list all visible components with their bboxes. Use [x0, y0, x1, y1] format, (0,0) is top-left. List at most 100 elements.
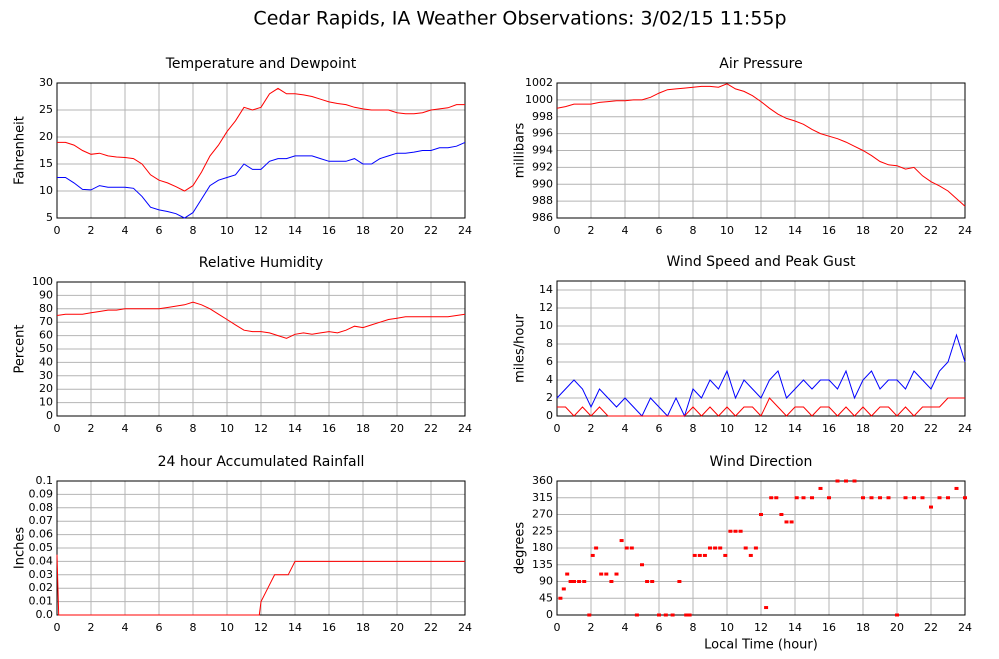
- data-point: [692, 553, 697, 557]
- y-tick-label: 0.08: [29, 501, 54, 514]
- y-tick-label: 0.05: [29, 541, 54, 554]
- data-line: [57, 87, 465, 192]
- data-point: [878, 496, 882, 500]
- x-tick-label: 16: [822, 621, 836, 634]
- data-point: [713, 546, 718, 550]
- y-tick-label: 0.03: [29, 568, 54, 581]
- y-tick-label: 25: [39, 103, 53, 116]
- y-tick-label: 996: [532, 127, 553, 140]
- data-point: [599, 572, 604, 576]
- y-tick-label: 15: [39, 157, 53, 170]
- data-line: [556, 83, 966, 207]
- x-tick-label: 12: [754, 422, 768, 435]
- panel-title: Temperature and Dewpoint: [165, 56, 357, 72]
- y-axis-label: Percent: [13, 325, 28, 374]
- y-tick-label: 0.0: [36, 608, 54, 621]
- plot-frame: [56, 281, 466, 417]
- x-tick-label: 6: [656, 621, 663, 634]
- x-tick-label: 10: [220, 621, 234, 634]
- data-point: [697, 553, 702, 557]
- y-tick-label: 80: [39, 302, 53, 315]
- data-point: [619, 539, 624, 543]
- x-tick-label: 0: [554, 224, 561, 237]
- data-point: [565, 572, 570, 576]
- page-title: Cedar Rapids, IA Weather Observations: 3…: [253, 8, 786, 30]
- y-tick-label: 1002: [525, 76, 553, 89]
- data-point: [937, 496, 942, 500]
- x-tick-label: 20: [390, 224, 404, 237]
- data-point: [624, 546, 629, 550]
- y-tick-label: 0: [546, 608, 553, 621]
- x-tick-label: 6: [156, 422, 163, 435]
- x-tick-label: 20: [390, 422, 404, 435]
- data-point: [645, 580, 650, 583]
- x-tick-label: 4: [622, 224, 629, 237]
- y-tick-label: 0: [46, 409, 53, 422]
- data-point: [827, 496, 831, 500]
- x-tick-label: 16: [322, 422, 336, 435]
- panel-title: Wind Direction: [710, 454, 813, 470]
- x-tick-label: 0: [54, 224, 61, 237]
- x-tick-label: 6: [656, 422, 663, 435]
- data-point: [614, 572, 619, 576]
- data-point: [702, 553, 707, 557]
- data-point: [687, 613, 692, 617]
- y-tick-label: 10: [39, 184, 53, 197]
- data-point: [604, 572, 609, 576]
- data-point: [789, 520, 794, 524]
- y-tick-label: 5: [46, 211, 53, 224]
- x-tick-label: 24: [958, 621, 972, 634]
- y-tick-label: 360: [532, 474, 553, 487]
- x-tick-label: 6: [156, 621, 163, 634]
- x-tick-label: 20: [890, 224, 904, 237]
- y-tick-label: 60: [39, 329, 53, 342]
- x-tick-label: 0: [554, 422, 561, 435]
- x-tick-label: 12: [254, 422, 268, 435]
- y-tick-label: 994: [532, 144, 553, 157]
- x-tick-label: 16: [822, 224, 836, 237]
- data-point: [946, 496, 950, 500]
- y-tick-label: 10: [39, 396, 53, 409]
- data-point: [963, 496, 967, 500]
- data-point: [844, 479, 848, 483]
- data-point: [733, 529, 738, 533]
- x-tick-label: 18: [856, 422, 870, 435]
- panel-title: Relative Humidity: [199, 255, 323, 271]
- data-point: [663, 613, 668, 617]
- data-point: [764, 606, 769, 610]
- data-point: [784, 520, 789, 524]
- y-tick-label: 20: [39, 382, 53, 395]
- x-tick-label: 12: [254, 224, 268, 237]
- x-tick-label: 8: [690, 621, 697, 634]
- y-axis-label: Inches: [13, 527, 28, 569]
- y-tick-label: 0.04: [29, 554, 54, 567]
- data-point: [568, 580, 573, 583]
- y-tick-label: 1000: [525, 93, 553, 106]
- data-point: [640, 563, 644, 567]
- y-tick-label: 0.06: [29, 528, 54, 541]
- x-tick-label: 12: [254, 621, 268, 634]
- x-tick-label: 10: [720, 621, 734, 634]
- y-tick-label: 10: [539, 319, 553, 332]
- x-tick-label: 0: [54, 621, 61, 634]
- x-tick-label: 20: [890, 621, 904, 634]
- x-tick-label: 2: [588, 224, 595, 237]
- y-tick-label: 988: [532, 194, 553, 207]
- y-tick-label: 315: [532, 491, 553, 504]
- x-tick-label: 22: [424, 621, 438, 634]
- y-tick-label: 45: [539, 591, 553, 604]
- data-point: [738, 529, 743, 533]
- y-tick-label: 0.01: [29, 595, 54, 608]
- x-tick-label: 10: [720, 422, 734, 435]
- y-tick-label: 70: [39, 315, 53, 328]
- x-tick-label: 14: [788, 224, 802, 237]
- x-tick-label: 2: [88, 224, 95, 237]
- data-point: [723, 553, 728, 557]
- plot-frame: [56, 480, 466, 616]
- x-tick-label: 18: [356, 422, 370, 435]
- plot-frame: [556, 480, 966, 616]
- x-tick-label: 6: [656, 224, 663, 237]
- panel-title: 24 hour Accumulated Rainfall: [158, 454, 365, 470]
- x-tick-label: 2: [588, 621, 595, 634]
